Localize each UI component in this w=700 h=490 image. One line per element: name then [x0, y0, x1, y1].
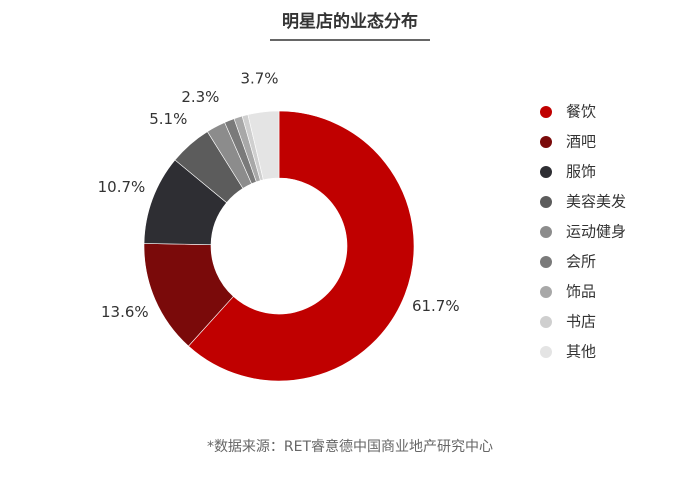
legend-label: 酒吧	[566, 133, 596, 151]
donut-slice	[188, 110, 415, 382]
legend-label: 会所	[566, 253, 596, 271]
legend-label: 其他	[566, 343, 596, 361]
legend-swatch	[540, 106, 552, 118]
legend-label: 运动健身	[566, 223, 626, 241]
legend-swatch	[540, 136, 552, 148]
legend-swatch	[540, 166, 552, 178]
chart-title: 明星店的业态分布	[282, 11, 418, 32]
legend-label: 餐饮	[566, 103, 596, 121]
legend-label: 美容美发	[566, 193, 626, 211]
source-note: *数据来源：RET睿意德中国商业地产研究中心	[207, 438, 493, 455]
data-label: 5.1%	[149, 110, 187, 128]
data-label: 10.7%	[98, 178, 146, 196]
legend-label: 饰品	[566, 283, 596, 301]
data-label: 2.3%	[181, 88, 219, 106]
legend-label: 书店	[566, 313, 596, 331]
legend-swatch	[540, 286, 552, 298]
data-label: 61.7%	[412, 297, 460, 315]
legend-swatch	[540, 346, 552, 358]
legend-swatch	[540, 196, 552, 208]
data-label: 3.7%	[240, 70, 278, 88]
legend-label: 服饰	[566, 163, 596, 181]
legend-swatch	[540, 316, 552, 328]
legend-swatch	[540, 256, 552, 268]
data-label: 13.6%	[101, 303, 149, 321]
legend-swatch	[540, 226, 552, 238]
donut-slice	[247, 110, 280, 181]
